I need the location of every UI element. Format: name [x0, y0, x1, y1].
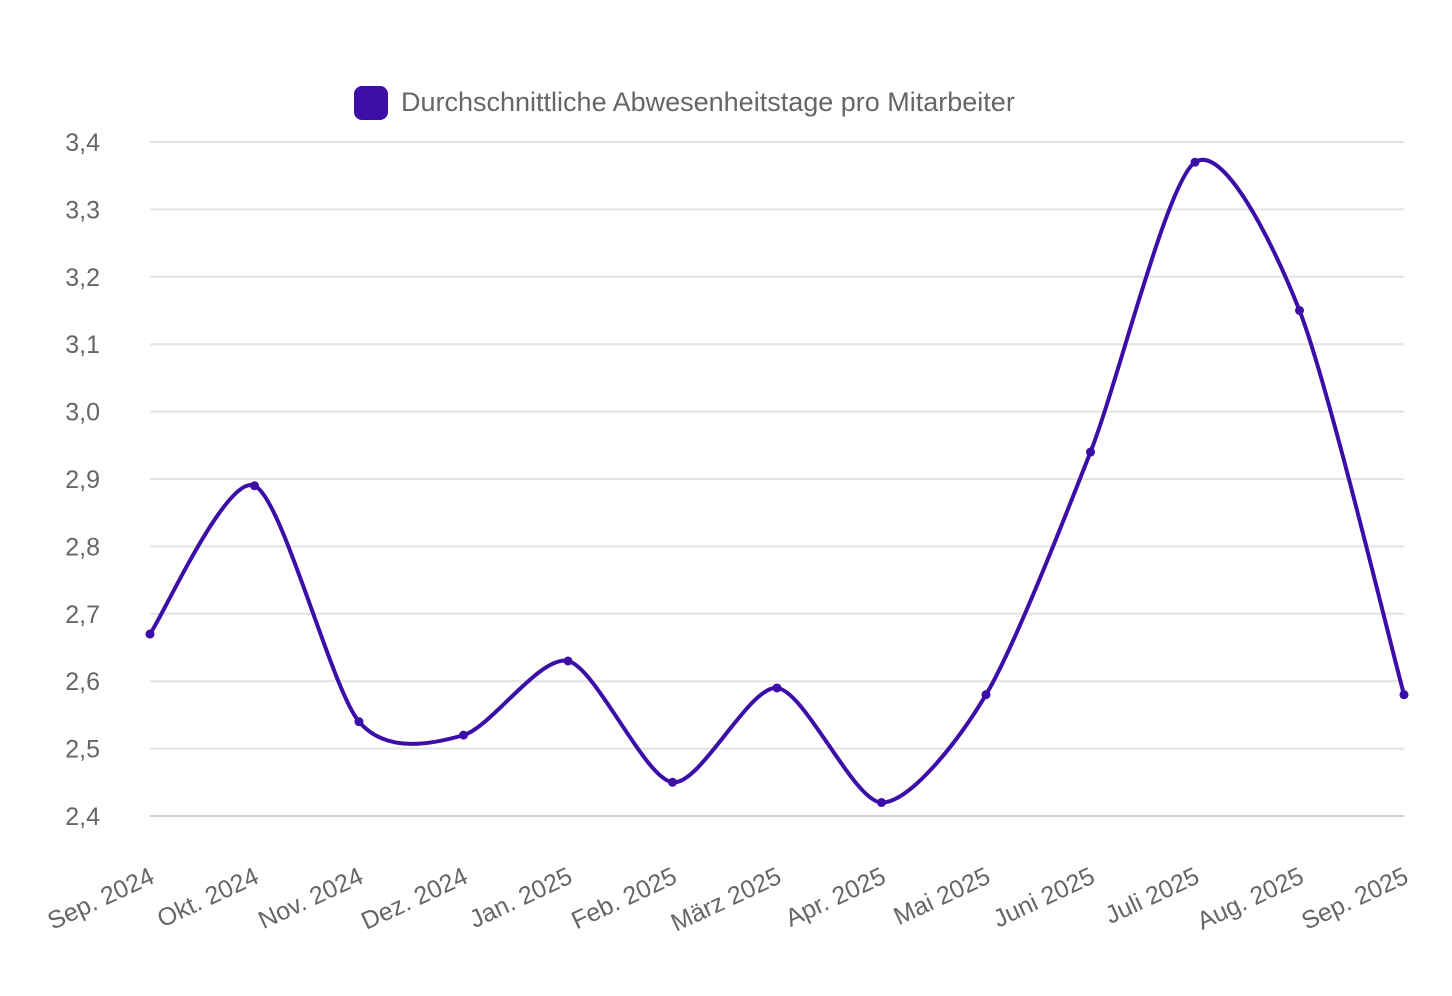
y-tick-label: 2,9	[65, 466, 100, 494]
x-tick-label: Feb. 2025	[567, 862, 681, 935]
legend-label: Durchschnittliche Abwesenheitstage pro M…	[401, 87, 1015, 117]
legend[interactable]: Durchschnittliche Abwesenheitstage pro M…	[354, 86, 1015, 120]
y-tick-label: 2,7	[65, 601, 100, 629]
y-tick-label: 2,4	[65, 803, 100, 831]
x-tick-label: Sep. 2024	[43, 862, 158, 936]
data-point[interactable]	[1295, 306, 1304, 315]
x-tick-label: Dez. 2024	[357, 862, 472, 936]
data-point[interactable]	[668, 777, 677, 787]
x-tick-label: Nov. 2024	[254, 862, 368, 935]
data-point[interactable]	[981, 690, 991, 700]
gridlines	[150, 141, 1404, 817]
data-point[interactable]	[250, 481, 259, 491]
x-tick-label: März 2025	[667, 862, 786, 937]
legend-swatch	[354, 86, 388, 120]
series	[145, 157, 1409, 808]
data-point[interactable]	[772, 683, 782, 693]
data-point[interactable]	[1399, 690, 1409, 700]
data-point[interactable]	[459, 730, 468, 740]
y-tick-label: 3,4	[65, 129, 100, 157]
y-tick-label: 2,6	[65, 668, 100, 696]
y-tick-label: 3,2	[65, 264, 100, 292]
y-tick-label: 3,0	[65, 399, 100, 427]
x-tick-label: Juni 2025	[989, 862, 1099, 933]
y-tick-label: 2,5	[65, 736, 100, 764]
y-tick-label: 2,8	[65, 533, 100, 561]
x-tick-label: Mai 2025	[889, 862, 994, 931]
y-tick-label: 3,3	[65, 196, 100, 224]
data-point[interactable]	[354, 717, 364, 727]
x-tick-label: Juli 2025	[1101, 862, 1204, 930]
data-point[interactable]	[1190, 157, 1200, 167]
data-point[interactable]	[1086, 447, 1095, 457]
data-point[interactable]	[877, 798, 886, 808]
x-tick-label: Jan. 2025	[465, 862, 576, 934]
y-axis-ticks: 2,4 2,5 2,6 2,7 2,8 2,9 3,0 3,1 3,2 3,3 3,4	[65, 129, 100, 831]
x-tick-label: Sep. 2025	[1297, 862, 1412, 936]
data-point[interactable]	[145, 629, 155, 639]
y-tick-label: 3,1	[65, 331, 100, 359]
x-tick-label: Aug. 2025	[1193, 862, 1308, 936]
x-tick-label: Apr. 2025	[781, 862, 890, 933]
x-tick-label: Okt. 2024	[153, 862, 263, 933]
data-point[interactable]	[563, 656, 573, 666]
series-line	[148, 157, 1406, 805]
